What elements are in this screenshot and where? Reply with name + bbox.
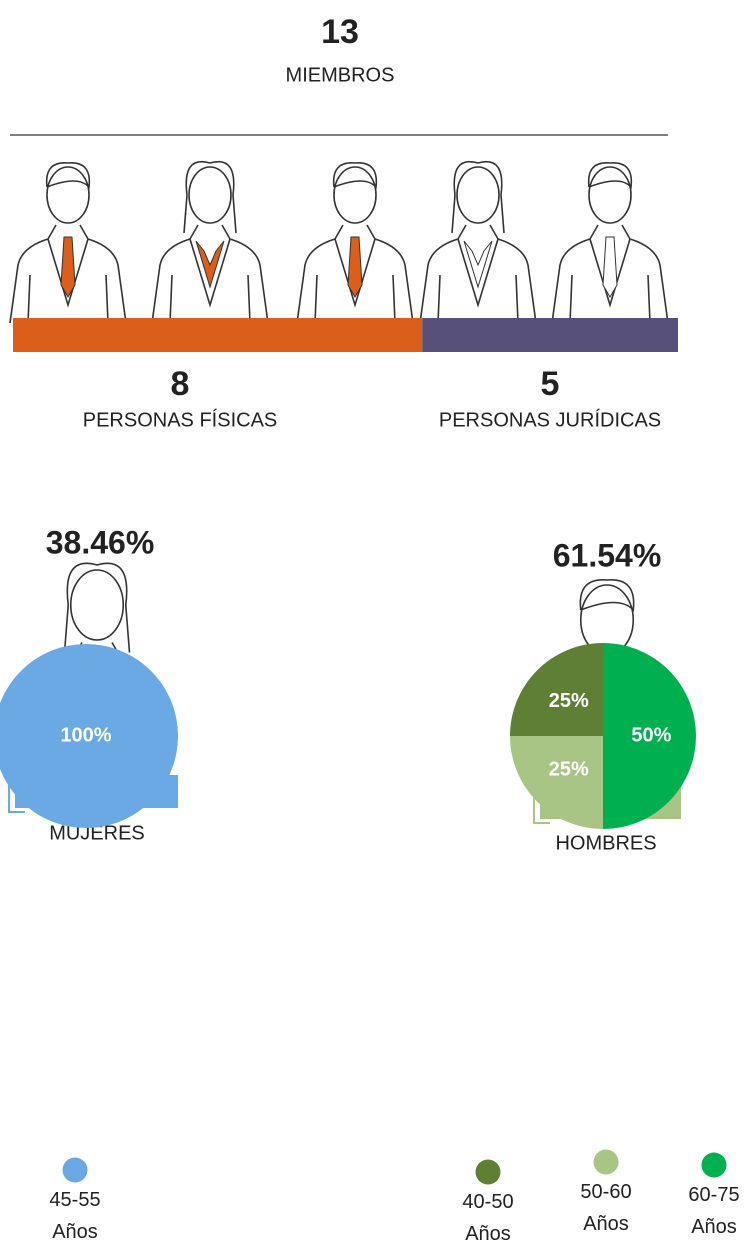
person-figure <box>420 162 536 323</box>
tie <box>603 237 617 297</box>
slice-label: 25% <box>549 690 589 712</box>
head <box>71 570 124 640</box>
head <box>334 167 376 223</box>
juridicas-bar <box>422 318 678 352</box>
person-figure <box>152 162 268 323</box>
infographic: 13 MIEMBROS 8 PERSONAS FÍSICAS 5 PERSONA… <box>0 0 752 1249</box>
person-figure <box>552 163 668 323</box>
person-figure <box>10 163 126 323</box>
fisicas-label: PERSONAS FÍSICAS <box>83 408 278 431</box>
legend-dot <box>63 1158 88 1183</box>
slice-label: 50% <box>631 724 671 746</box>
fisicas-count: 8 <box>171 365 190 403</box>
total-count: 13 <box>321 13 359 51</box>
head <box>457 167 499 223</box>
tie <box>464 241 492 287</box>
juridicas-count: 5 <box>541 365 560 403</box>
head <box>589 167 631 223</box>
tie <box>348 237 362 297</box>
total-label: MIEMBROS <box>286 64 395 86</box>
head <box>47 167 89 223</box>
person-figure <box>297 163 413 323</box>
women-percent: 38.46% <box>46 524 155 560</box>
legend-label: 60-75 Años <box>678 1179 750 1243</box>
page: { "header": {"total": 13, "label": "MIEM… <box>0 0 752 1249</box>
fisicas-bar <box>13 318 422 352</box>
legend-dot <box>594 1150 619 1175</box>
legend-label: 50-60 Años <box>570 1176 642 1240</box>
head <box>189 167 231 223</box>
legend-dot <box>702 1153 727 1178</box>
slice-label: 100% <box>60 724 111 746</box>
hair <box>65 563 130 652</box>
men-percent: 61.54% <box>553 537 662 573</box>
slice-label: 25% <box>549 758 589 780</box>
pie-slice <box>510 736 603 829</box>
legend-dot <box>476 1160 501 1185</box>
tie <box>196 241 224 287</box>
tie <box>61 237 75 297</box>
legend-label: 40-50 Años <box>452 1186 524 1250</box>
legend-label: 45-55 Años <box>39 1184 111 1248</box>
juridicas-label: PERSONAS JURÍDICAS <box>439 408 661 431</box>
men-label: HOMBRES <box>555 832 656 854</box>
